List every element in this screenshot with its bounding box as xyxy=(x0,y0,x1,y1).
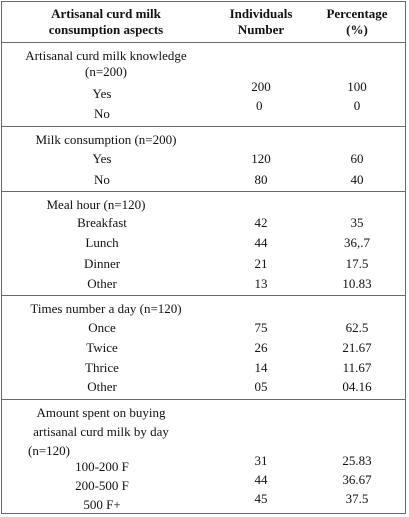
row-label: No xyxy=(94,172,110,187)
row-percent: 60 xyxy=(350,151,364,166)
row-number: 80 xyxy=(254,172,268,187)
row-percent: 37.5 xyxy=(345,491,369,506)
row-label: Once xyxy=(88,320,116,335)
header-percentage: Percentage (%) xyxy=(317,6,397,38)
divider-section-1 xyxy=(2,126,405,127)
row-percent: 35 xyxy=(350,215,364,230)
row-number: 0 xyxy=(256,98,263,113)
row-number: 44 xyxy=(254,235,268,250)
divider-section-3 xyxy=(2,295,405,296)
row-percent: 0 xyxy=(353,98,361,113)
row-percent: 40 xyxy=(350,172,364,187)
section-meal-title: Meal hour (n=120) xyxy=(46,197,146,212)
row-label: 200-500 F xyxy=(75,478,129,493)
row-percent: 36,.7 xyxy=(344,235,370,250)
divider-section-4 xyxy=(2,399,405,400)
section-consumption-title: Milk consumption (n=200) xyxy=(35,132,177,147)
section-knowledge-title: Artisanal curd milk knowledge (n=200) xyxy=(6,48,206,80)
row-number: 14 xyxy=(254,360,268,375)
row-number: 05 xyxy=(254,379,268,394)
row-number: 13 xyxy=(254,276,268,291)
row-label: No xyxy=(94,106,110,121)
row-label: Yes xyxy=(92,86,112,101)
row-number: 42 xyxy=(254,215,268,230)
row-percent: 10.83 xyxy=(342,276,372,291)
divider-section-2 xyxy=(2,191,405,192)
header-individuals-line1: Individuals xyxy=(229,6,293,21)
divider-header xyxy=(2,42,405,43)
row-label: Lunch xyxy=(85,235,119,250)
row-label: Dinner xyxy=(83,256,121,271)
row-label: Breakfast xyxy=(77,215,127,230)
header-percentage-line2: (%) xyxy=(346,22,368,37)
section-title-line: Artisanal curd milk knowledge xyxy=(25,48,187,63)
row-label: Twice xyxy=(86,340,118,355)
row-number: 120 xyxy=(251,151,271,166)
row-percent: 17.5 xyxy=(345,256,369,271)
section-title-line: artisanal curd milk by day xyxy=(33,424,169,439)
row-percent: 100 xyxy=(347,79,367,94)
row-number: 44 xyxy=(254,472,268,487)
row-percent: 36.67 xyxy=(342,472,372,487)
section-title-line: (n=200) xyxy=(85,64,127,79)
row-label: Thrice xyxy=(85,360,119,375)
header-individuals-line2: Number xyxy=(237,22,285,37)
row-percent: 21.67 xyxy=(342,340,372,355)
section-title-line: (n=120) xyxy=(28,443,70,458)
row-number: 21 xyxy=(254,256,268,271)
row-percent: 62.5 xyxy=(345,320,369,335)
row-number: 45 xyxy=(254,491,268,506)
header-individuals: Individuals Number xyxy=(216,6,306,38)
row-label: 500 F+ xyxy=(83,497,121,512)
section-times-title: Times number a day (n=120) xyxy=(30,301,182,316)
header-percentage-line1: Percentage xyxy=(326,6,388,21)
row-percent: 04.16 xyxy=(342,379,372,394)
section-title-line: Amount spent on buying xyxy=(36,405,166,420)
row-label: Other xyxy=(87,379,117,394)
row-label: 100-200 F xyxy=(75,459,129,474)
row-label: Yes xyxy=(92,151,112,166)
row-number: 200 xyxy=(251,79,271,94)
row-percent: 25.83 xyxy=(342,453,372,468)
row-percent: 11.67 xyxy=(342,360,372,375)
row-number: 31 xyxy=(254,453,268,468)
header-aspects-line1: Artisanal curd milk xyxy=(51,6,161,21)
row-label: Other xyxy=(87,276,117,291)
row-number: 75 xyxy=(254,320,268,335)
section-amount-title: Amount spent on buying artisanal curd mi… xyxy=(6,403,196,460)
header-aspects-line2: consumption aspects xyxy=(48,22,164,37)
header-aspects: Artisanal curd milk consumption aspects xyxy=(6,6,206,38)
row-number: 26 xyxy=(254,340,268,355)
